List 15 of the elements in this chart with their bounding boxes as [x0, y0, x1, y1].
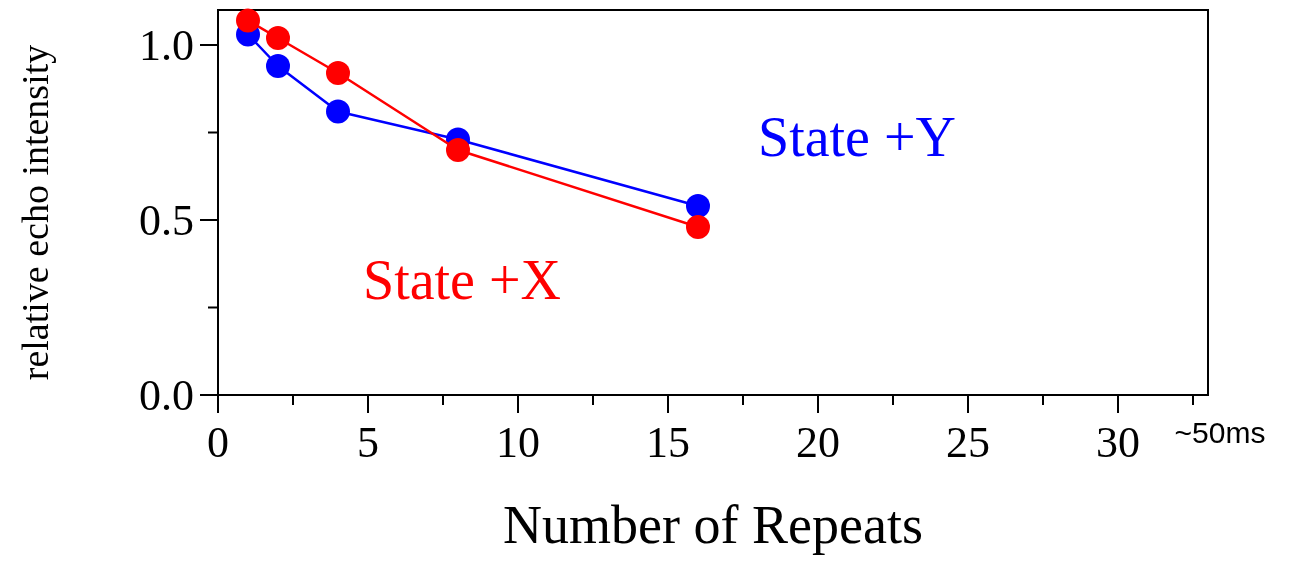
y-tick-label: 1.0	[139, 21, 194, 70]
x-tick-label: 15	[646, 418, 690, 467]
x-tick-label: 20	[796, 418, 840, 467]
x-tick-label: 25	[946, 418, 990, 467]
text: ~50ms	[1174, 416, 1266, 449]
x-tick-label: 30	[1096, 418, 1140, 467]
x-tick-label: 0	[207, 418, 229, 467]
x-tick-label: 10	[496, 418, 540, 467]
y-tick-label: 0.0	[139, 371, 194, 420]
series-label: State +X	[363, 249, 561, 311]
x-axis-title: Number of Repeats	[503, 495, 923, 555]
y-tick-label: 0.5	[139, 196, 194, 245]
x-tick-label: 5	[357, 418, 379, 467]
series-label: State +Y	[758, 106, 956, 168]
y-axis-title: relative echo intensity	[14, 44, 56, 381]
